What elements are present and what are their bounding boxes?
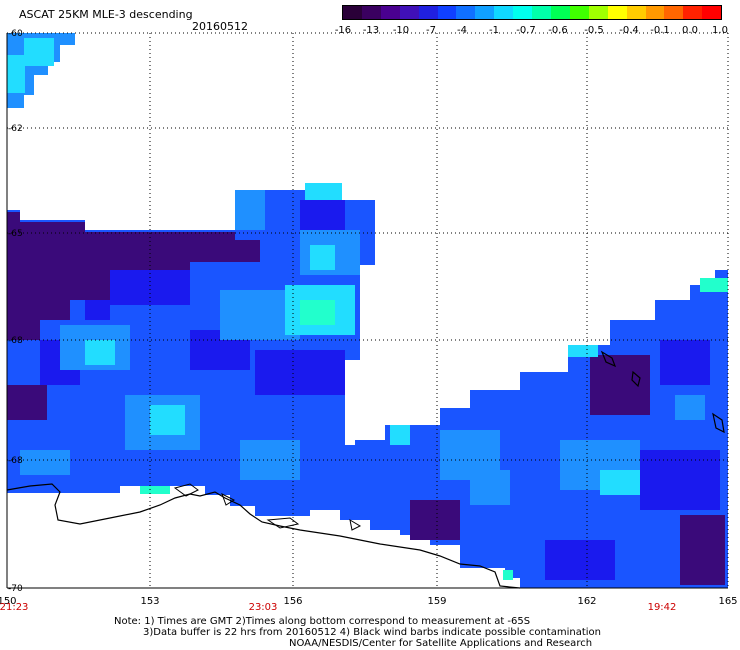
data-cell bbox=[150, 405, 185, 435]
longitude-label: 150 bbox=[0, 596, 17, 607]
colorbar-swatch bbox=[588, 6, 608, 19]
data-cell bbox=[240, 440, 300, 480]
coast-island bbox=[349, 518, 362, 531]
colorbar-tick-label: -10 bbox=[392, 25, 410, 36]
data-cell bbox=[590, 355, 650, 415]
data-cell bbox=[140, 486, 170, 494]
note-line-2: 3)Data buffer is 22 hrs from 20160512 4)… bbox=[143, 627, 601, 638]
data-cell bbox=[410, 500, 460, 540]
colorbar bbox=[342, 5, 722, 20]
data-cell bbox=[110, 270, 190, 305]
grid-lines bbox=[6, 32, 729, 589]
colorbar-tick-label: -4 bbox=[457, 25, 467, 36]
time-label: 21:23 bbox=[0, 602, 28, 613]
data-cell bbox=[675, 395, 705, 420]
data-cell bbox=[310, 245, 335, 270]
colorbar-tick-label: -0.4 bbox=[619, 25, 639, 36]
data-cell bbox=[85, 340, 115, 365]
backscatter-data-layer bbox=[7, 33, 728, 588]
data-cell bbox=[20, 450, 70, 475]
data-cell bbox=[300, 300, 335, 325]
colorbar-tick-label: 1.0 bbox=[712, 25, 728, 36]
time-label: 19:42 bbox=[648, 602, 677, 613]
axis-labels: 150 153 156 159 162 165 -60 -62 -65 -68 -68 -70 21:2… bbox=[0, 29, 738, 613]
data-cell bbox=[7, 385, 47, 420]
latitude-label: -68 bbox=[8, 336, 23, 346]
data-cell bbox=[235, 190, 265, 230]
colorbar-swatch bbox=[683, 6, 703, 19]
latitude-label: -62 bbox=[8, 124, 23, 134]
colorbar-tick-label: 0.0 bbox=[682, 25, 698, 36]
note-line-1: Note: 1) Times are GMT 2)Times along bot… bbox=[114, 616, 531, 627]
data-cell bbox=[700, 278, 728, 292]
colorbar-swatch bbox=[569, 6, 589, 19]
longitude-label: 159 bbox=[427, 596, 446, 607]
data-cell bbox=[300, 200, 345, 230]
colorbar-swatch bbox=[494, 6, 514, 19]
coast-island bbox=[221, 492, 236, 506]
data-cell bbox=[503, 570, 513, 580]
colorbar-tick-label: -0.6 bbox=[548, 25, 568, 36]
latitude-label: -65 bbox=[8, 229, 23, 239]
colorbar-swatch bbox=[702, 6, 722, 19]
note-line-3: NOAA/NESDIS/Center for Satellite Applica… bbox=[289, 638, 593, 649]
data-cell bbox=[390, 425, 410, 445]
time-label: 23:03 bbox=[249, 602, 278, 613]
colorbar-swatch bbox=[626, 6, 646, 19]
data-cell bbox=[7, 55, 25, 93]
longitude-label: 156 bbox=[283, 596, 302, 607]
colorbar-swatch bbox=[343, 6, 362, 19]
colorbar-tick-label: -0.1 bbox=[650, 25, 670, 36]
colorbar-swatch bbox=[418, 6, 438, 19]
longitude-label: 153 bbox=[140, 596, 159, 607]
data-cell bbox=[568, 345, 598, 357]
coast-island bbox=[266, 517, 300, 529]
data-cell bbox=[470, 470, 510, 505]
longitude-label: 162 bbox=[577, 596, 596, 607]
colorbar-tick-label: -16 bbox=[334, 25, 352, 36]
longitude-label: 165 bbox=[718, 596, 737, 607]
colorbar-swatch bbox=[380, 6, 400, 19]
colorbar-swatch bbox=[399, 6, 419, 19]
colorbar-swatch bbox=[550, 6, 570, 19]
wind-barb-contour bbox=[600, 350, 617, 368]
latitude-label: -68 bbox=[8, 456, 23, 466]
coast-island bbox=[173, 483, 199, 497]
map-plot: 150 153 156 159 162 165 -60 -62 -65 -68 -68 -70 21:2… bbox=[0, 29, 738, 613]
data-cell bbox=[640, 450, 720, 510]
colorbar-swatch bbox=[437, 6, 457, 19]
colorbar-tick-label: -0.7 bbox=[516, 25, 536, 36]
colorbar-tick-label: -7 bbox=[426, 25, 436, 36]
colorbar-tick-label: -0.5 bbox=[584, 25, 604, 36]
latitude-label: -70 bbox=[8, 584, 23, 594]
colorbar-swatch bbox=[664, 6, 684, 19]
colorbar-swatch bbox=[475, 6, 495, 19]
colorbar-swatch bbox=[456, 6, 476, 19]
data-cell bbox=[24, 38, 54, 66]
antarctic-coastline bbox=[6, 483, 521, 589]
colorbar-swatch bbox=[513, 6, 533, 19]
latitude-label: -60 bbox=[8, 29, 23, 39]
data-cell bbox=[680, 515, 725, 585]
colorbar-swatch bbox=[532, 6, 551, 19]
colorbar-swatch bbox=[361, 6, 381, 19]
figure-date: 20160512 bbox=[192, 20, 248, 33]
data-cell bbox=[600, 470, 640, 495]
colorbar-tick-label: -13 bbox=[362, 25, 380, 36]
data-cell bbox=[305, 183, 342, 200]
coastline bbox=[6, 350, 725, 589]
colorbar-swatch bbox=[607, 6, 627, 19]
data-cell bbox=[660, 340, 710, 385]
colorbar-swatch bbox=[645, 6, 665, 19]
data-cell bbox=[545, 540, 615, 580]
colorbar-tick-label: -1 bbox=[489, 25, 499, 36]
wind-barb-contour bbox=[712, 412, 725, 434]
figure-title: ASCAT 25KM MLE-3 descending bbox=[19, 8, 193, 21]
data-cell bbox=[85, 300, 110, 320]
data-cell bbox=[255, 350, 345, 395]
wind-barb-contour bbox=[631, 370, 641, 388]
